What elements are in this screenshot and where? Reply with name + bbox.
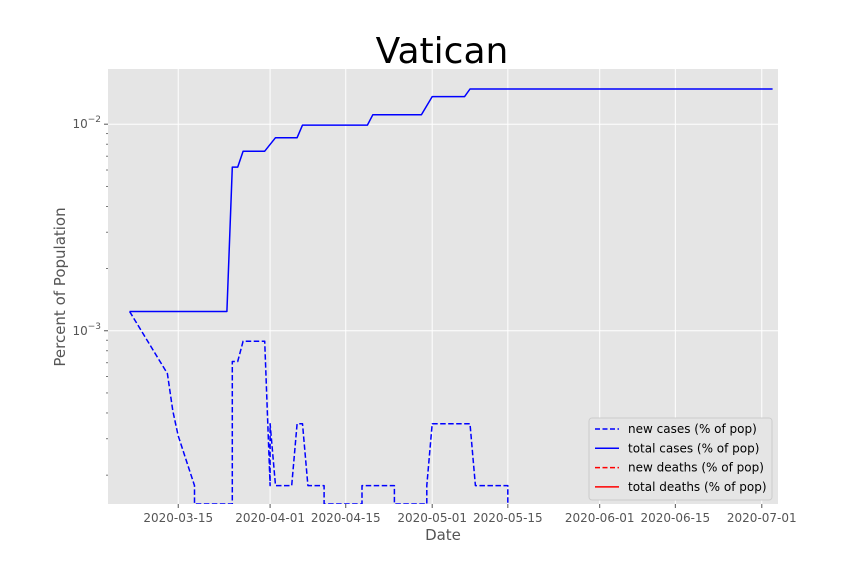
legend-box [588, 417, 773, 501]
series-line-1 [129, 88, 773, 313]
x-tick-label: 2020-06-15 [640, 511, 710, 525]
legend-label: total deaths (% of pop) [628, 480, 767, 494]
x-tick-label: 2020-03-15 [143, 511, 213, 525]
x-axis-label: Date [425, 526, 461, 544]
legend-label: total cases (% of pop) [628, 441, 759, 455]
legend-label: new deaths (% of pop) [628, 461, 764, 475]
series-layer [128, 88, 773, 504]
x-tick-label: 2020-04-01 [235, 511, 305, 525]
legend-label: new cases (% of pop) [628, 422, 757, 436]
x-tick-label: 2020-07-01 [727, 511, 797, 525]
y-axis-label: Percent of Population [51, 207, 69, 366]
chart-title: Vatican [376, 31, 509, 72]
y-tick-label: 10−3 [72, 322, 101, 338]
x-axis-ticks: 2020-03-15 2020-04-01 2020-04-15 2020-05-01… [143, 504, 797, 525]
x-tick-label: 2020-06-01 [565, 511, 635, 525]
x-tick-label: 2020-04-15 [311, 511, 381, 525]
legend: new cases (% of pop) total cases (% of po… [588, 417, 773, 501]
x-tick-label: 2020-05-15 [473, 511, 543, 525]
y-tick-label: 10−2 [72, 115, 101, 131]
x-tick-label: 2020-05-01 [397, 511, 467, 525]
y-axis-ticks: 10−3 10−2 [72, 115, 108, 476]
